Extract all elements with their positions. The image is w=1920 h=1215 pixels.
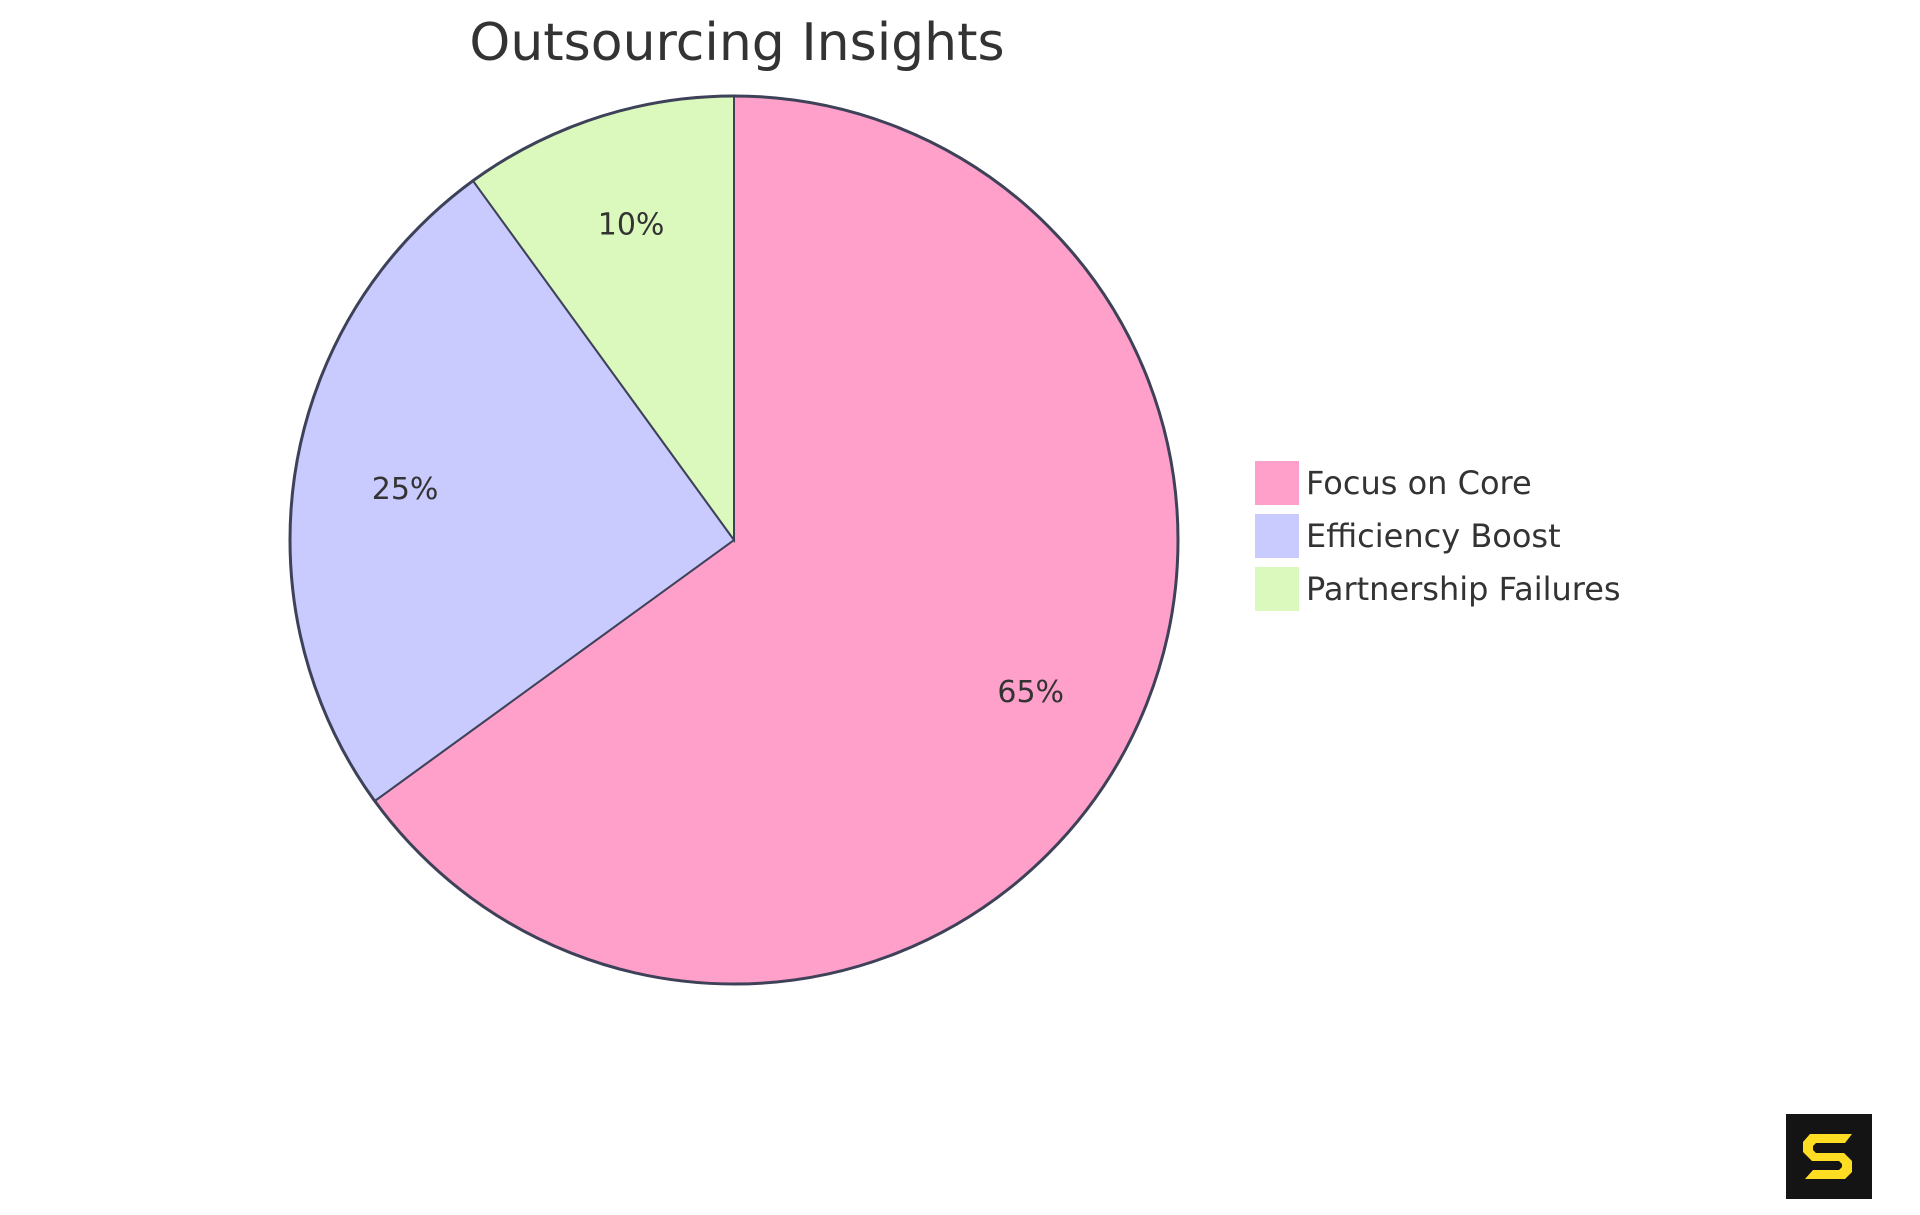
slice-percent-label: 25% — [372, 472, 439, 507]
legend-swatch — [1255, 567, 1299, 611]
legend-swatch — [1255, 461, 1299, 505]
legend-label: Focus on Core — [1306, 464, 1532, 502]
pie-outline — [288, 94, 1180, 986]
pie-slice-labels: 65% 25% 10% — [372, 207, 1064, 710]
brand-logo — [1786, 1114, 1872, 1199]
legend-item-focus-on-core: Focus on Core — [1255, 461, 1532, 505]
legend-item-efficiency-boost: Efficiency Boost — [1255, 514, 1561, 558]
s-logo-icon — [1803, 1134, 1852, 1179]
slice-percent-label: 65% — [997, 675, 1064, 710]
legend-item-partnership-failures: Partnership Failures — [1255, 567, 1621, 611]
pie-slices — [288, 94, 1180, 986]
legend-label: Partnership Failures — [1306, 570, 1621, 608]
chart-title: Outsourcing Insights — [469, 13, 1004, 73]
slice-percent-label: 10% — [598, 207, 665, 242]
legend-label: Efficiency Boost — [1306, 517, 1561, 555]
legend: Focus on Core Efficiency Boost Partnersh… — [1255, 461, 1621, 611]
legend-swatch — [1255, 514, 1299, 558]
